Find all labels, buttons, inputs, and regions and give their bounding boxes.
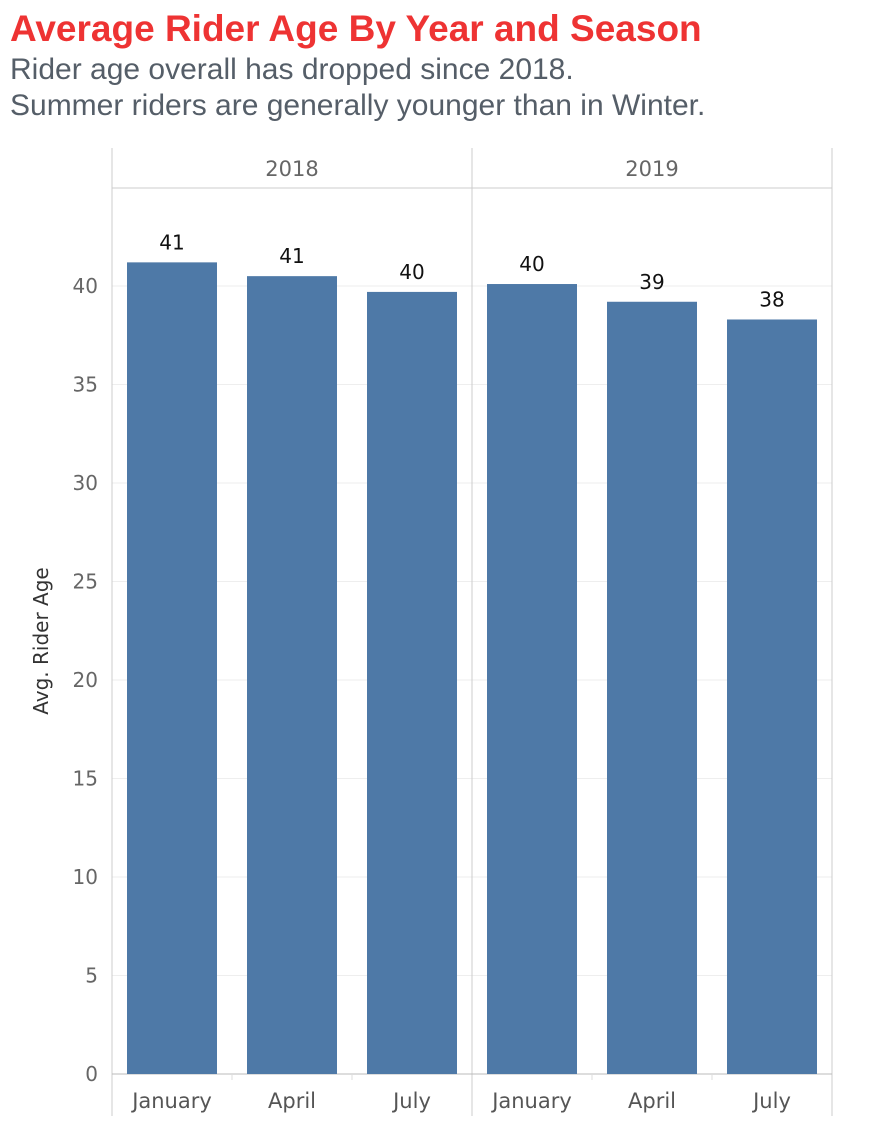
x-tick-label: January: [490, 1089, 572, 1113]
y-tick-label: 40: [73, 274, 98, 298]
y-tick-label: 10: [73, 865, 98, 889]
panel-header-2019: 2019: [625, 157, 678, 181]
x-tick-label: July: [751, 1089, 791, 1113]
y-tick-label: 35: [73, 373, 98, 397]
axes: 0 5 10 15 20 25 30 35 40 Avg. Rider Age 2018 Januar…: [29, 157, 791, 1113]
data-label: 40: [519, 252, 544, 276]
bar-2019-april: [607, 301, 697, 1074]
x-tick-label: January: [130, 1089, 212, 1113]
x-tick-label: April: [268, 1089, 316, 1113]
x-tick-label: April: [628, 1089, 676, 1113]
chart-subtitle-line2: Summer riders are generally younger than…: [10, 89, 706, 122]
y-tick-label: 20: [73, 668, 98, 692]
data-label: 39: [639, 270, 664, 294]
x-tick-label: July: [391, 1089, 431, 1113]
y-tick-label: 25: [73, 570, 98, 594]
y-axis-label: Avg. Rider Age: [29, 567, 53, 714]
data-label: 41: [159, 230, 184, 254]
bars: [127, 262, 817, 1074]
bar-2018-april: [247, 276, 337, 1074]
bar-2018-january: [127, 262, 217, 1074]
y-tick-label: 0: [85, 1062, 98, 1086]
chart-subtitle-line1: Rider age overall has dropped since 2018…: [10, 53, 574, 86]
chart-header: Average Rider Age By Year and Season Rid…: [10, 6, 882, 124]
bar-2019-january: [487, 284, 577, 1074]
data-label: 41: [279, 244, 304, 268]
y-tick-label: 30: [73, 471, 98, 495]
y-tick-label: 15: [73, 767, 98, 791]
y-tick-label: 5: [85, 964, 98, 988]
value-labels: 41 41 40 40 39 38: [159, 230, 784, 311]
panel-header-2018: 2018: [265, 157, 318, 181]
data-label: 38: [759, 287, 784, 311]
bar-2018-july: [367, 291, 457, 1074]
data-label: 40: [399, 260, 424, 284]
chart-frame: [111, 148, 833, 1116]
bar-2019-july: [727, 319, 817, 1074]
chart-title: Average Rider Age By Year and Season: [10, 8, 702, 49]
